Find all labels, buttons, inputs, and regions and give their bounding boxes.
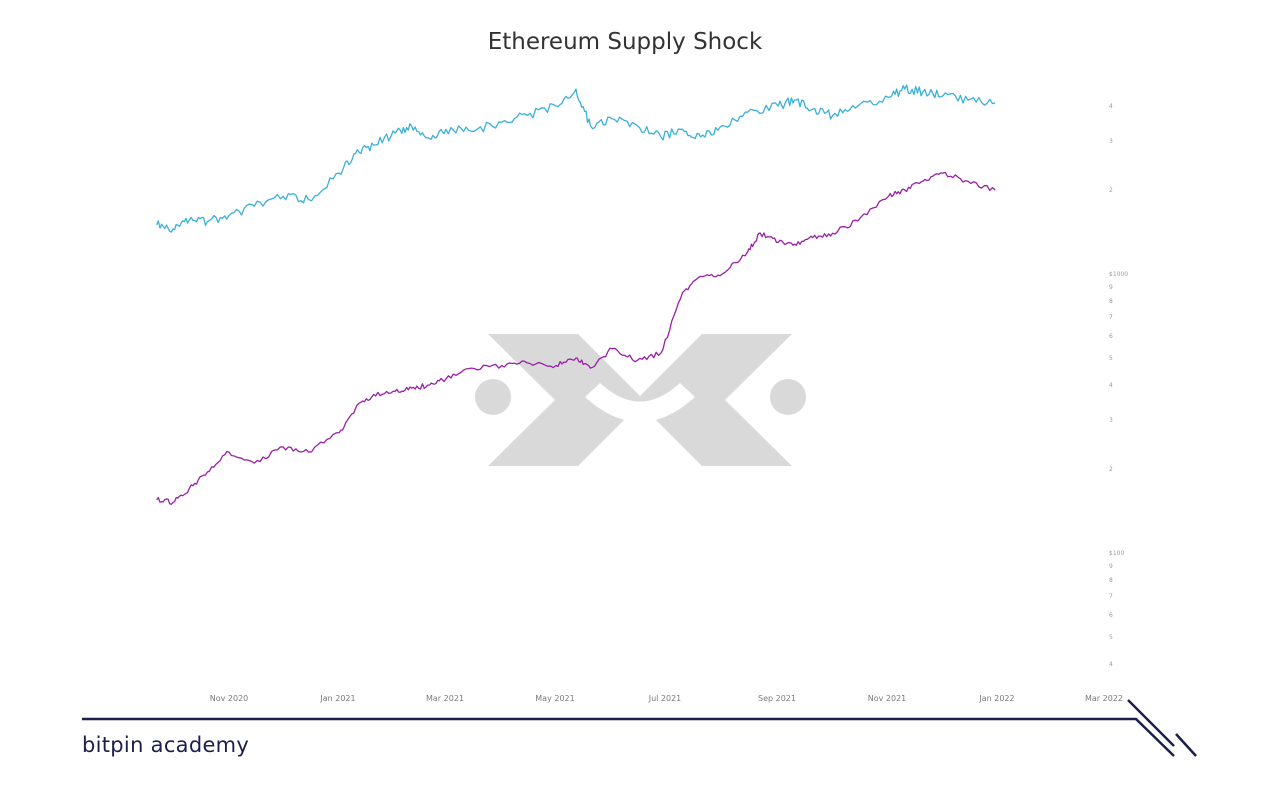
y-tick-label: 6 (1109, 612, 1113, 619)
brand-name: bitpin academy (82, 733, 250, 757)
x-tick-label: Mar 2021 (426, 694, 464, 703)
y-tick-label: 7 (1109, 314, 1113, 321)
y-tick-label: 5 (1109, 634, 1113, 641)
series-line-1 (156, 84, 996, 233)
x-tick-label: Jul 2021 (648, 694, 682, 703)
y-tick-label: 8 (1109, 298, 1113, 305)
x-tick-label: Mar 2022 (1085, 694, 1123, 703)
y-tick-label: 9 (1109, 563, 1113, 570)
y-tick-label: $100 (1109, 550, 1124, 557)
y-tick-label: 4 (1109, 661, 1113, 668)
y-tick-label: 2 (1109, 466, 1113, 473)
x-axis-ticks: Nov 2020 Jan 2021 Mar 2021 May 2021 Jul 2021… (210, 694, 1123, 703)
y-tick-label: 6 (1109, 333, 1113, 340)
x-tick-label: Nov 2021 (868, 694, 907, 703)
footer-line-graphic (82, 699, 1197, 757)
series-line-2 (156, 171, 996, 505)
x-tick-label: Sep 2021 (758, 694, 796, 703)
chart-title: Ethereum Supply Shock (488, 29, 763, 55)
x-tick-label: May 2021 (535, 694, 574, 703)
series-layer (156, 84, 996, 505)
watermark-logo (475, 334, 806, 466)
y-tick-label: 8 (1109, 577, 1113, 584)
y-tick-label: 9 (1109, 284, 1113, 291)
x-tick-label: Nov 2020 (210, 694, 249, 703)
y-tick-label: 4 (1109, 103, 1113, 110)
y-axis-ticks: 4 3 2 $1000 9 8 7 6 5 4 3 2 $100 9 8 7 6 5 4 (1109, 103, 1128, 668)
x-tick-label: Jan 2021 (319, 694, 355, 703)
y-tick-label: $1000 (1109, 271, 1128, 278)
y-tick-label: 5 (1109, 355, 1113, 362)
y-tick-label: 3 (1109, 138, 1113, 145)
y-tick-label: 3 (1109, 417, 1113, 424)
y-tick-label: 4 (1109, 382, 1113, 389)
y-tick-label: 2 (1109, 187, 1113, 194)
y-tick-label: 7 (1109, 593, 1113, 600)
x-tick-label: Jan 2022 (978, 694, 1014, 703)
